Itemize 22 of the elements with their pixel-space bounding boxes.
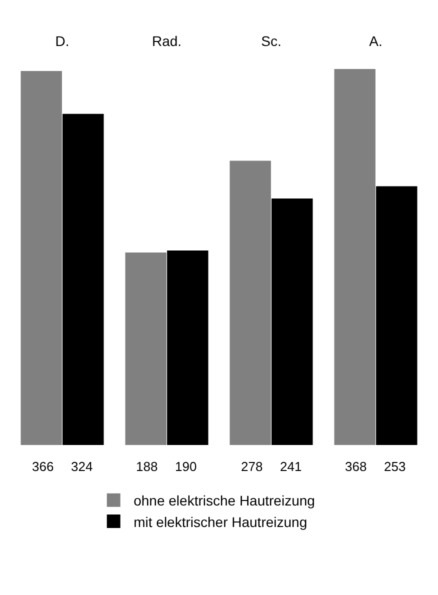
bar bbox=[334, 69, 376, 445]
x-tick-label: Rad. bbox=[152, 33, 182, 50]
legend-label: mit elektrischer Hautreizung bbox=[134, 514, 308, 530]
bar bbox=[20, 71, 62, 445]
bar bbox=[62, 114, 104, 445]
bar bbox=[167, 250, 208, 445]
data-label: 190 bbox=[175, 459, 197, 474]
data-label: 253 bbox=[384, 459, 406, 474]
bar bbox=[125, 252, 166, 445]
bar bbox=[272, 198, 313, 445]
data-label: 368 bbox=[345, 459, 367, 474]
data-label: 278 bbox=[241, 459, 263, 474]
bar bbox=[230, 160, 271, 445]
legend-label: ohne elektrische Hautreizung bbox=[134, 492, 315, 509]
data-label: 241 bbox=[280, 459, 302, 474]
data-label: 188 bbox=[136, 459, 158, 474]
x-tick-label: Sc. bbox=[261, 33, 282, 50]
x-tick-label: A. bbox=[369, 33, 382, 50]
data-label: 324 bbox=[71, 459, 93, 474]
x-tick-label: D. bbox=[55, 33, 70, 50]
bar bbox=[376, 186, 418, 445]
data-label: 366 bbox=[32, 459, 54, 474]
